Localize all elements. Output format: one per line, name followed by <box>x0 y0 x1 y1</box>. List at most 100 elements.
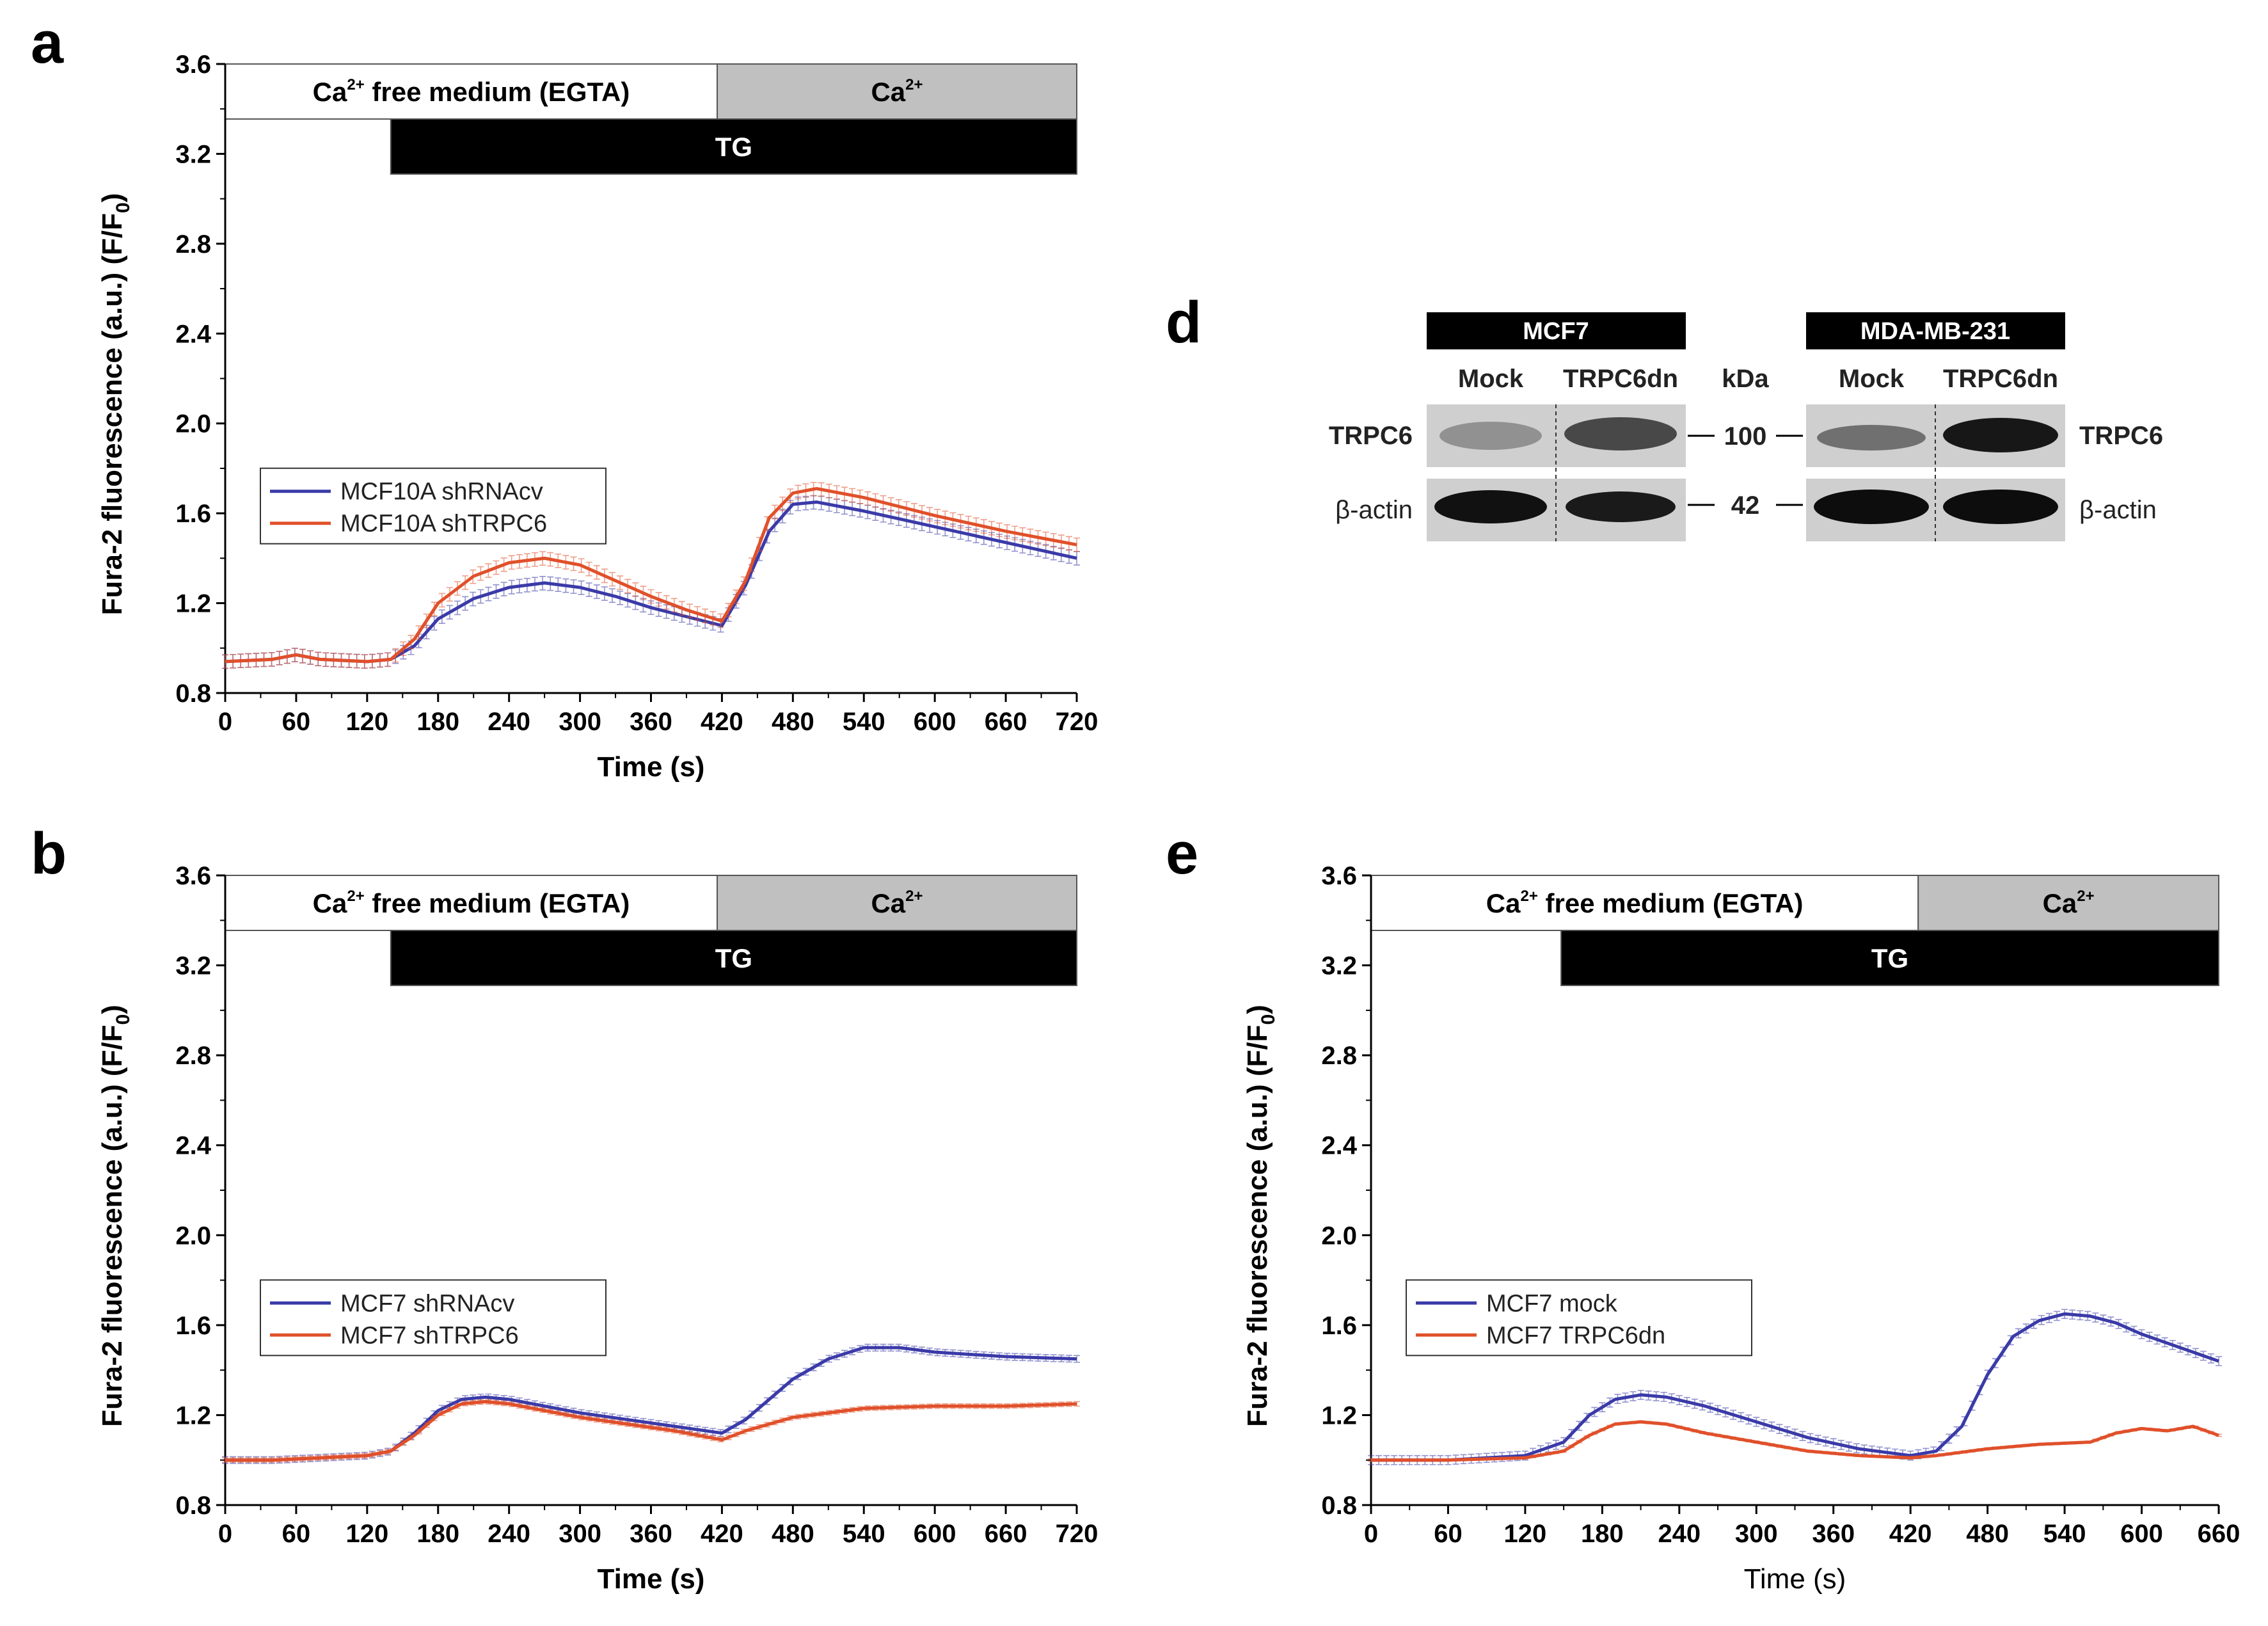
x-tick-label: 720 <box>1056 1520 1098 1548</box>
x-tick-label: 420 <box>1889 1520 1932 1548</box>
y-tick-label: 2.8 <box>175 1042 211 1070</box>
x-tick-label: 0 <box>218 1520 232 1548</box>
condition-bar-label-2: TG <box>1871 943 1908 973</box>
x-tick-label: 540 <box>843 1520 885 1548</box>
condition-bar-label-sup: 2+ <box>1520 888 1537 905</box>
y-tick-label: 0.8 <box>175 680 211 708</box>
x-tick-label: 360 <box>630 708 672 736</box>
y-tick-label: 1.2 <box>1321 1401 1357 1430</box>
series-1 <box>222 482 1080 669</box>
x-axis-label: Time (s) <box>1744 1563 1846 1595</box>
y-axis-label-sub: 0 <box>113 1014 134 1025</box>
y-axis-label-main: Fura-2 fluorescence (a.u.) (F/F <box>97 213 128 615</box>
y-tick-label: 1.6 <box>175 500 211 528</box>
blot-lane-mda-mock: Mock <box>1839 365 1905 393</box>
condition-bar-label-2: TG <box>715 132 752 162</box>
x-tick-label: 600 <box>2120 1520 2163 1548</box>
y-tick-label: 3.6 <box>1321 862 1357 890</box>
x-tick-label: 720 <box>1056 708 1098 736</box>
x-tick-label: 660 <box>985 708 1027 736</box>
panel-letter-b: b <box>31 821 67 886</box>
legend-entry-label: MCF7 TRPC6dn <box>1486 1322 1665 1349</box>
x-tick-label: 0 <box>1364 1520 1378 1548</box>
blot-band-mda-dn-actin <box>1943 490 2058 524</box>
x-tick-label: 420 <box>701 708 743 736</box>
condition-bar-label-suffix: free medium (EGTA) <box>365 888 630 918</box>
y-axis-label-sub: 0 <box>113 202 134 213</box>
panel-letter-d: d <box>1166 290 1201 355</box>
chart-panel-b: Ca2+ free medium (EGTA) Ca2+TG0.81.21.62.… <box>97 862 1098 1595</box>
condition-bar-label-main: TG <box>715 943 752 973</box>
y-tick-label: 3.2 <box>1321 952 1357 980</box>
x-tick-label: 600 <box>914 1520 956 1548</box>
condition-bar-label-sup: 2+ <box>2077 888 2094 905</box>
legend-box <box>260 1279 607 1357</box>
x-tick-label: 60 <box>282 708 311 736</box>
panel-letter-e: e <box>1166 821 1198 886</box>
blot-group-name-mcf7: MCF7 <box>1523 318 1589 345</box>
condition-bar-1 <box>1917 875 2220 931</box>
condition-bar-label-main: Ca <box>871 888 905 918</box>
x-tick-label: 480 <box>772 1520 814 1548</box>
western-blot-panel: MCF7 MDA-MB-231 Mock TRPC6dn kDa Mock TR… <box>1329 312 2163 541</box>
condition-bar-label-1: Ca2+ <box>2043 888 2095 918</box>
blot-marker-42: 42 <box>1731 491 1760 520</box>
y-tick-label: 2.4 <box>175 1132 211 1160</box>
y-axis-label-sub: 0 <box>1258 1014 1279 1025</box>
y-tick-label: 0.8 <box>175 1492 211 1520</box>
x-tick-label: 240 <box>488 1520 530 1548</box>
y-tick-label: 2.0 <box>175 1222 211 1250</box>
y-tick-label: 2.4 <box>175 320 211 348</box>
x-tick-label: 120 <box>345 1520 388 1548</box>
y-tick-label: 1.6 <box>1321 1312 1357 1340</box>
series-1 <box>1368 1420 2222 1462</box>
condition-bar-label-main: Ca <box>313 77 347 107</box>
blot-lane-mcf7-mock: Mock <box>1458 365 1524 393</box>
condition-bar-label-main: Ca <box>2043 888 2077 918</box>
x-tick-label: 240 <box>488 708 530 736</box>
series-line <box>1371 1312 2219 1462</box>
blot-band-mda-dn-trpc6 <box>1943 418 2058 452</box>
blot-group-name-mda: MDA-MB-231 <box>1860 318 2010 345</box>
condition-bar-label-0: Ca2+ free medium (EGTA) <box>1486 888 1804 918</box>
condition-bar-label-suffix: free medium (EGTA) <box>1538 888 1804 918</box>
blot-lane-mcf7-trpc6dn: TRPC6dn <box>1563 365 1678 393</box>
x-tick-label: 480 <box>1966 1520 2009 1548</box>
legend-entry-label: MCF7 shRNAcv <box>340 1290 514 1317</box>
blot-group-header-mda <box>1806 312 2065 349</box>
x-tick-label: 660 <box>985 1520 1027 1548</box>
x-tick-label: 660 <box>2198 1520 2240 1548</box>
x-tick-label: 0 <box>218 708 232 736</box>
x-axis-label: Time (s) <box>598 751 705 783</box>
legend-entry-label: MCF7 shTRPC6 <box>340 1322 519 1349</box>
condition-bar-label-main: TG <box>715 132 752 162</box>
y-tick-label: 2.0 <box>1321 1222 1357 1250</box>
x-tick-label: 420 <box>701 1520 743 1548</box>
blot-band-mcf7-dn-actin <box>1566 491 1676 522</box>
legend-entry-label: MCF10A shRNAcv <box>340 479 543 506</box>
blot-band-mcf7-dn-trpc6 <box>1564 417 1677 450</box>
condition-bar-label-main: TG <box>1871 943 1908 973</box>
y-axis-label: Fura-2 fluorescence (a.u.) (F/F0) <box>1242 1005 1279 1427</box>
condition-bar-label-sup: 2+ <box>347 76 364 93</box>
blot-marker-100: 100 <box>1724 422 1767 450</box>
y-axis-label-main: Fura-2 fluorescence (a.u.) (F/F <box>1242 1025 1273 1427</box>
chart-panel-a: Ca2+ free medium (EGTA) Ca2+TG0.81.21.62.… <box>97 51 1098 783</box>
y-axis-label-end: ) <box>97 193 128 203</box>
condition-bar-label-sup: 2+ <box>347 888 364 905</box>
condition-bar-1 <box>717 875 1077 931</box>
blot-row-label-trpc6-right: TRPC6 <box>2079 422 2163 450</box>
y-tick-label: 1.2 <box>175 590 211 618</box>
series-line <box>1371 1420 2219 1462</box>
condition-bar-0 <box>225 63 718 120</box>
blot-row-label-actin-right: β-actin <box>2079 496 2157 524</box>
y-tick-label: 3.2 <box>175 952 211 980</box>
series-line <box>225 1346 1077 1462</box>
blot-group-header-mcf7 <box>1427 312 1686 349</box>
y-tick-label: 2.0 <box>175 410 211 438</box>
legend-box <box>1406 1279 1752 1357</box>
condition-bar-2 <box>390 930 1077 986</box>
x-tick-label: 180 <box>1581 1520 1624 1548</box>
x-axis-label: Time (s) <box>598 1563 705 1595</box>
